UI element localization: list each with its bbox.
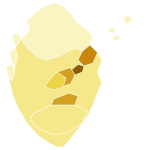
Polygon shape xyxy=(51,93,78,108)
Polygon shape xyxy=(78,45,98,66)
Polygon shape xyxy=(30,105,87,135)
Polygon shape xyxy=(9,3,102,147)
Polygon shape xyxy=(21,3,93,60)
Polygon shape xyxy=(6,63,15,81)
Polygon shape xyxy=(112,34,120,40)
Polygon shape xyxy=(12,33,21,45)
Polygon shape xyxy=(70,64,84,75)
Polygon shape xyxy=(9,48,18,66)
Polygon shape xyxy=(108,27,116,33)
Polygon shape xyxy=(52,68,75,87)
Polygon shape xyxy=(45,72,66,90)
Polygon shape xyxy=(123,15,132,24)
